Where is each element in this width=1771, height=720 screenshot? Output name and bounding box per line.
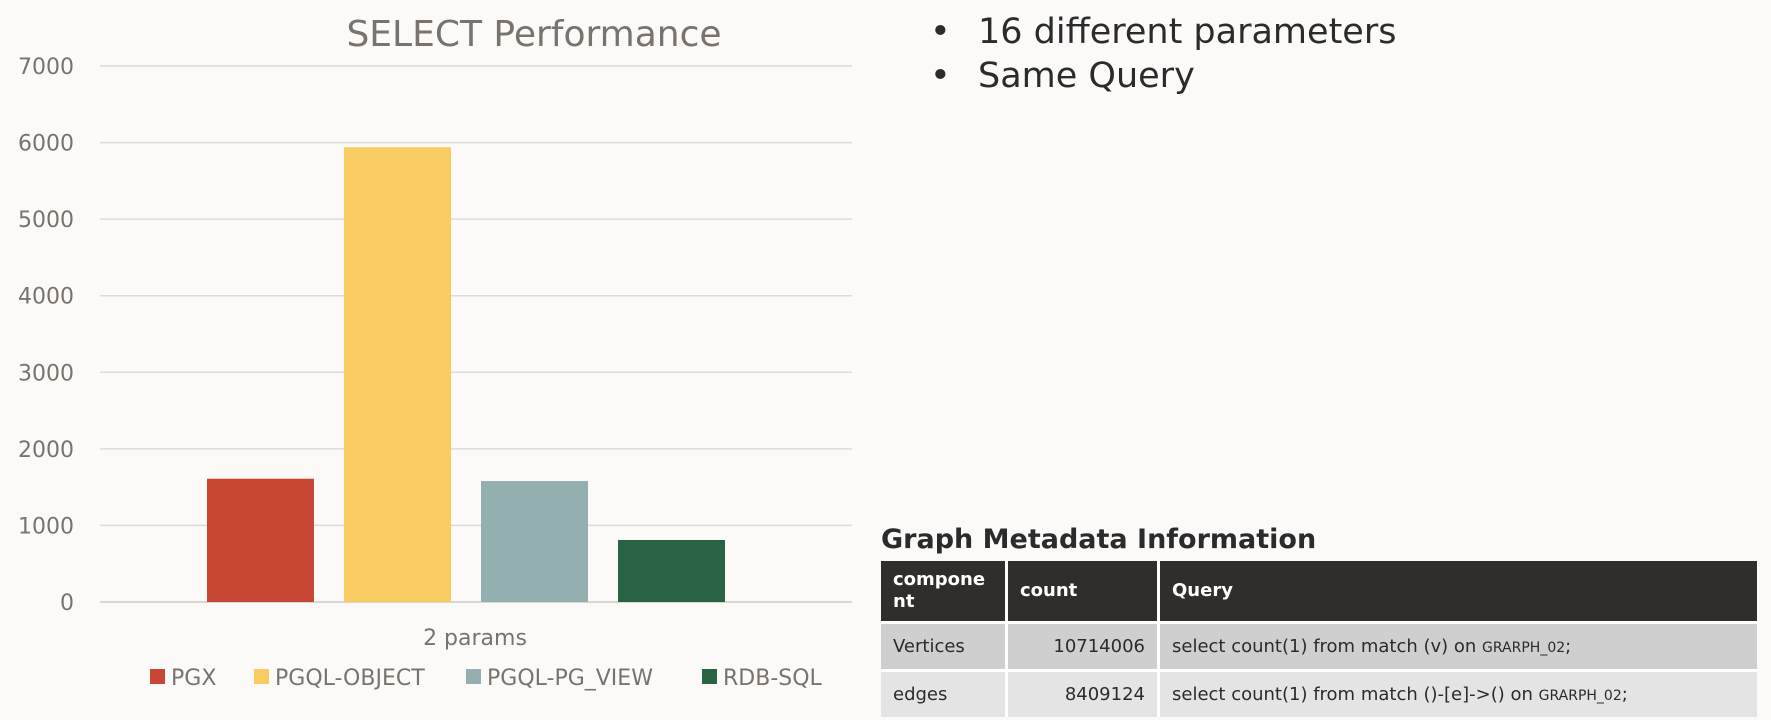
cell-count: 8409124: [1006, 669, 1160, 717]
y-tick-label: 2000: [18, 438, 74, 463]
bar-pgx: [207, 478, 314, 602]
query-text: select count(1) from match ()-[e]->() on: [1172, 684, 1533, 705]
chart-title: SELECT Performance: [346, 14, 721, 55]
bullet-dot: •: [930, 56, 951, 96]
column-header-query: Query: [1158, 561, 1757, 623]
bar-chart: SELECT Performance 0 1000 2000 3000 4000 5000…: [18, 14, 852, 691]
legend-item: RDB-SQL: [702, 666, 823, 691]
legend-label: PGQL-PG_VIEW: [487, 666, 653, 691]
cell-query: select count(1) from match (v) on GRARPH…: [1158, 621, 1757, 671]
x-axis-categories: 2 params: [423, 626, 527, 651]
y-tick-label: 5000: [18, 208, 74, 233]
bar-pgql-object: [344, 147, 451, 602]
legend-item: PGQL-OBJECT: [254, 666, 425, 691]
column-header-component: compone nt: [881, 561, 1008, 623]
legend-swatch: [466, 669, 481, 684]
query-suffix: ;: [1621, 684, 1628, 705]
x-category-label: 2 params: [423, 626, 527, 651]
table-header-row: compone nt count Query: [881, 561, 1757, 623]
legend-label: PGQL-OBJECT: [275, 666, 425, 691]
legend-swatch: [150, 669, 165, 684]
y-tick-label: 7000: [18, 55, 74, 80]
column-header-count: count: [1006, 561, 1160, 623]
chart-bars: [207, 147, 725, 602]
bullet-text: 16 different parameters: [978, 12, 1397, 52]
legend-swatch: [254, 669, 269, 684]
query-suffix: ;: [1565, 636, 1572, 657]
legend-swatch: [702, 669, 717, 684]
bullet-item: • Same Query: [930, 54, 1396, 98]
chart-legend: PGX PGQL-OBJECT PGQL-PG_VIEW RDB-SQL: [150, 666, 823, 691]
legend-item: PGX: [150, 666, 216, 691]
cell-component: edges: [881, 669, 1008, 717]
y-tick-label: 3000: [18, 361, 74, 386]
y-tick-label: 0: [60, 591, 74, 616]
cell-component: Vertices: [881, 621, 1008, 671]
y-tick-label: 6000: [18, 132, 74, 157]
graph-name: GRARPH_02: [1538, 688, 1622, 704]
y-axis-ticks: 0 1000 2000 3000 4000 5000 6000 7000: [18, 55, 74, 616]
bullet-list: • 16 different parameters • Same Query: [930, 10, 1396, 98]
bullet-text: Same Query: [978, 56, 1195, 96]
cell-query: select count(1) from match ()-[e]->() on…: [1158, 669, 1757, 717]
cell-count: 10714006: [1006, 621, 1160, 671]
y-tick-label: 1000: [18, 514, 74, 539]
table-row: edges 8409124 select count(1) from match…: [881, 669, 1757, 717]
bar-pgql-pg-view: [481, 481, 588, 602]
query-text: select count(1) from match (v) on: [1172, 636, 1477, 657]
graph-name: GRARPH_02: [1482, 640, 1566, 656]
bar-rdb-sql: [618, 539, 725, 602]
bullet-dot: •: [930, 12, 951, 52]
metadata-title: Graph Metadata Information: [881, 524, 1317, 555]
legend-item: PGQL-PG_VIEW: [466, 666, 653, 691]
bullet-item: • 16 different parameters: [930, 10, 1396, 54]
metadata-table: compone nt count Query Vertices 10714006…: [881, 561, 1757, 717]
table-row: Vertices 10714006 select count(1) from m…: [881, 621, 1757, 671]
legend-label: RDB-SQL: [723, 666, 823, 691]
legend-label: PGX: [171, 666, 216, 691]
y-tick-label: 4000: [18, 285, 74, 310]
